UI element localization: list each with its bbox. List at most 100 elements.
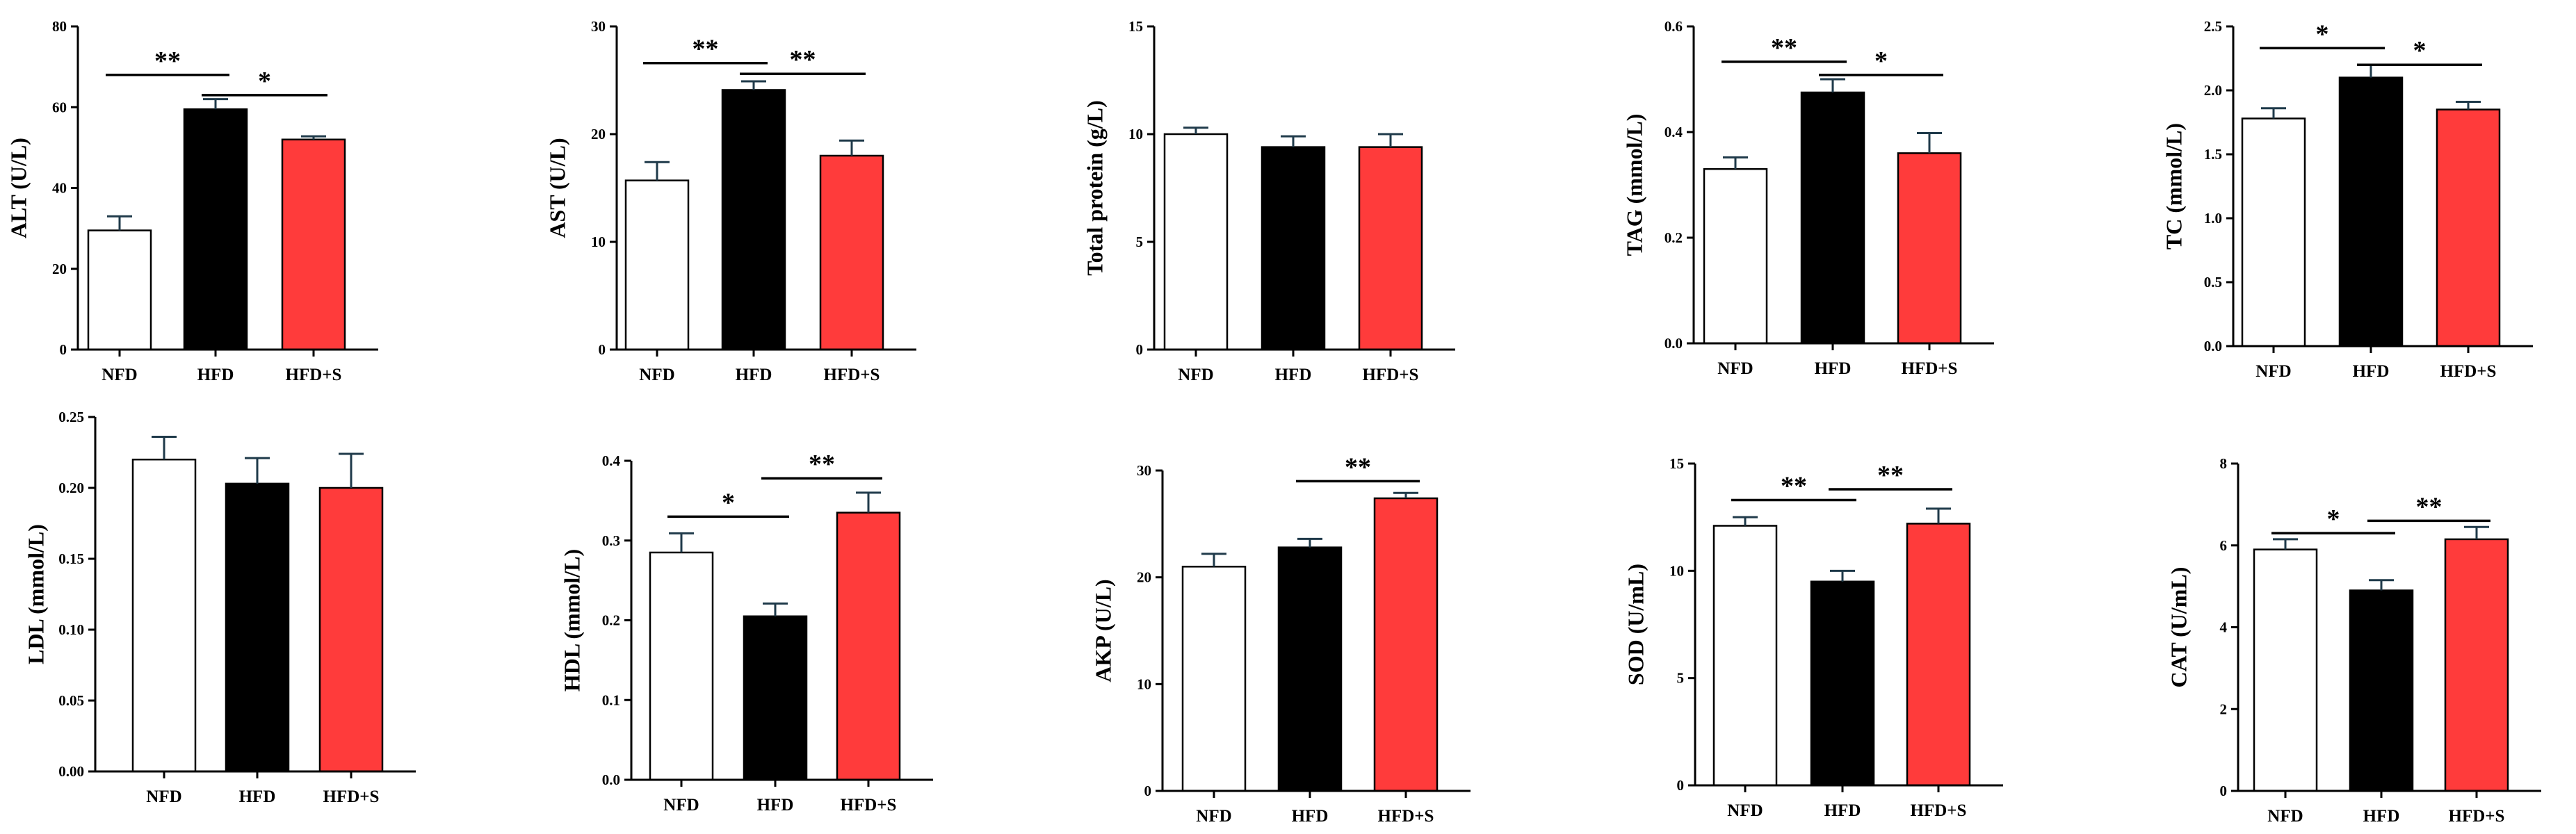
y-tick-label-tc-3: 1.5 bbox=[2204, 146, 2222, 163]
sig-label-ast-1: ** bbox=[790, 45, 816, 74]
y-tick-label-ast-3: 30 bbox=[591, 18, 606, 35]
y-tick-label-hdl-3: 0.3 bbox=[602, 532, 620, 549]
bar-alt-2 bbox=[183, 108, 248, 351]
x-tick-label-akp-2: HFD bbox=[1292, 807, 1329, 826]
y-tick-label-alt-0: 0 bbox=[60, 341, 67, 358]
bar-cat-1 bbox=[2253, 548, 2318, 792]
y-tick-label-sod-1: 5 bbox=[1677, 670, 1685, 687]
x-tick-label-cat-3: HFD+S bbox=[2449, 807, 2505, 826]
y-axis-title-alt: ALT (U/L) bbox=[6, 138, 31, 238]
x-tick-label-tc-2: HFD bbox=[2353, 362, 2390, 381]
y-tick-label-ldl-2: 0.10 bbox=[58, 621, 84, 638]
sig-label-alt-0: ** bbox=[154, 47, 181, 76]
y-tick-label-cat-4: 8 bbox=[2220, 455, 2228, 472]
y-axis-title-ldl: LDL (mmol/L) bbox=[23, 524, 48, 664]
y-tick-label-cat-2: 4 bbox=[2220, 619, 2228, 636]
x-tick-label-akp-3: HFD+S bbox=[1378, 807, 1434, 826]
x-tick-label-ldl-2: HFD bbox=[239, 787, 276, 806]
bar-akp-1 bbox=[1181, 566, 1247, 792]
x-tick-label-cat-2: HFD bbox=[2363, 807, 2400, 826]
bar-alt-3 bbox=[281, 138, 346, 351]
sig-label-alt-1: * bbox=[258, 67, 271, 96]
bar-tag-2 bbox=[1800, 91, 1865, 345]
y-tick-label-total-protein-0: 0 bbox=[1136, 341, 1144, 358]
y-tick-label-alt-1: 20 bbox=[52, 261, 67, 277]
bar-tag-3 bbox=[1897, 152, 1962, 345]
bar-hdl-1 bbox=[649, 551, 714, 781]
bar-alt-1 bbox=[87, 229, 152, 351]
bar-ldl-2 bbox=[225, 482, 290, 773]
y-tick-label-tc-2: 1.0 bbox=[2204, 210, 2222, 227]
x-tick-label-tc-3: HFD+S bbox=[2440, 362, 2497, 381]
chart-panel-ldl: 0.00 0.05 0.10 0.15 0.20 0.25 NFD HFD HFD+S LDL (… bbox=[23, 409, 416, 806]
y-axis-title-sod: SOD (U/mL) bbox=[1623, 564, 1648, 685]
x-tick-label-hdl-3: HFD+S bbox=[841, 796, 897, 815]
x-tick-label-ast-3: HFD+S bbox=[824, 366, 880, 384]
y-tick-label-total-protein-3: 15 bbox=[1128, 18, 1143, 35]
bar-ldl-1 bbox=[131, 458, 197, 773]
bar-cat-2 bbox=[2349, 589, 2414, 792]
y-axis-title-cat: CAT (U/mL) bbox=[2166, 567, 2191, 688]
sig-label-akp-0: ** bbox=[1345, 452, 1371, 482]
sig-label-hdl-0: * bbox=[722, 488, 735, 517]
chart-panel-tc: 0.0 0.5 1.0 1.5 2.0 2.5 NFD HFD HFD+S TC (mmol/L)… bbox=[2161, 18, 2533, 381]
x-tick-label-alt-2: HFD bbox=[197, 366, 234, 384]
x-tick-label-cat-1: NFD bbox=[2267, 807, 2303, 826]
y-tick-label-tc-4: 2.0 bbox=[2204, 82, 2222, 99]
y-tick-label-sod-3: 15 bbox=[1669, 455, 1684, 472]
y-tick-label-ldl-1: 0.05 bbox=[58, 692, 84, 709]
sig-label-hdl-1: ** bbox=[809, 450, 835, 479]
y-tick-label-ldl-5: 0.25 bbox=[58, 409, 84, 425]
x-tick-label-hdl-1: NFD bbox=[663, 796, 699, 815]
bar-sod-2 bbox=[1810, 580, 1875, 787]
x-tick-label-akp-1: NFD bbox=[1196, 807, 1231, 826]
sig-label-tc-1: * bbox=[2413, 36, 2427, 65]
bar-sod-3 bbox=[1906, 523, 1971, 787]
y-tick-label-alt-3: 60 bbox=[52, 99, 67, 115]
y-tick-label-tag-0: 0.0 bbox=[1664, 335, 1683, 352]
bar-akp-3 bbox=[1373, 497, 1439, 792]
y-tick-label-alt-2: 40 bbox=[52, 180, 67, 197]
bar-ast-2 bbox=[721, 89, 786, 351]
x-tick-label-sod-1: NFD bbox=[1727, 801, 1763, 820]
bar-akp-2 bbox=[1277, 546, 1343, 792]
bar-total-protein-2 bbox=[1261, 146, 1326, 351]
x-tick-label-total-protein-2: HFD bbox=[1275, 366, 1312, 384]
x-tick-label-hdl-2: HFD bbox=[757, 796, 794, 815]
y-tick-label-ast-2: 20 bbox=[591, 126, 606, 142]
y-tick-label-cat-3: 6 bbox=[2220, 537, 2228, 554]
y-tick-label-akp-1: 10 bbox=[1137, 676, 1151, 692]
y-tick-label-ast-0: 0 bbox=[599, 341, 606, 358]
x-tick-label-tc-1: NFD bbox=[2255, 362, 2291, 381]
y-tick-label-akp-0: 0 bbox=[1144, 783, 1152, 799]
bar-ast-1 bbox=[624, 179, 690, 351]
y-tick-label-ldl-4: 0.20 bbox=[58, 480, 84, 496]
bar-total-protein-1 bbox=[1163, 133, 1229, 351]
y-axis-title-total-protein: Total protein (g/L) bbox=[1082, 100, 1107, 275]
sig-label-cat-1: ** bbox=[2416, 492, 2443, 521]
bar-hdl-3 bbox=[836, 512, 901, 781]
y-axis-title-akp: AKP (U/L) bbox=[1090, 579, 1115, 682]
bar-ast-3 bbox=[819, 154, 884, 351]
sig-label-sod-0: ** bbox=[1781, 471, 1807, 500]
chart-panel-total-protein: 0 5 10 15 NFD HFD HFD+S Total protein (g/L) bbox=[1082, 18, 1455, 384]
bar-cat-3 bbox=[2444, 538, 2509, 792]
bar-tc-2 bbox=[2338, 76, 2404, 348]
x-tick-label-sod-2: HFD bbox=[1824, 801, 1861, 820]
sig-label-cat-0: * bbox=[2327, 505, 2340, 534]
y-tick-label-sod-0: 0 bbox=[1677, 777, 1685, 794]
y-tick-label-ldl-0: 0.00 bbox=[58, 763, 84, 780]
bar-tc-3 bbox=[2436, 108, 2501, 348]
bar-ldl-3 bbox=[318, 486, 384, 773]
x-tick-label-alt-1: NFD bbox=[102, 366, 137, 384]
y-tick-label-total-protein-2: 10 bbox=[1128, 126, 1143, 142]
bar-total-protein-3 bbox=[1358, 146, 1423, 351]
y-tick-label-tc-0: 0.0 bbox=[2204, 338, 2222, 354]
y-tick-label-cat-0: 0 bbox=[2220, 783, 2228, 799]
x-tick-label-alt-3: HFD+S bbox=[286, 366, 342, 384]
chart-panel-akp: 0 10 20 30 NFD HFD HFD+S AKP (U/L) ** bbox=[1090, 452, 1471, 826]
bar-sod-1 bbox=[1712, 525, 1778, 787]
